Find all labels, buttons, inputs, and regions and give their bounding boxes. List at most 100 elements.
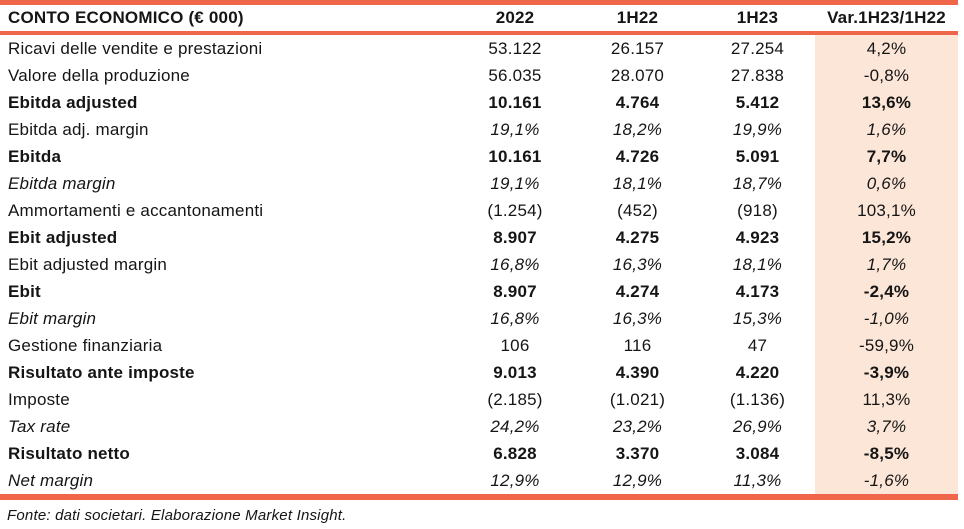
source-note: Fonte: dati societari. Elaborazione Mark… bbox=[7, 507, 347, 524]
row-label: Risultato netto bbox=[8, 443, 130, 463]
cell-1h23: 26,9% bbox=[732, 416, 783, 436]
cell-2022: 10.161 bbox=[488, 146, 542, 166]
cell-1h22: 116 bbox=[623, 335, 652, 355]
cell-2022: 16,8% bbox=[490, 254, 540, 274]
table-header-row: CONTO ECONOMICO (€ 000) 2022 1H22 1H23 V… bbox=[0, 2, 958, 35]
income-statement-table: CONTO ECONOMICO (€ 000) 2022 1H22 1H23 V… bbox=[0, 0, 958, 500]
table-row: Ebit adjusted 8.907 4.275 4.923 15,2% bbox=[0, 224, 958, 251]
cell-1h23: 18,7% bbox=[732, 173, 783, 193]
cell-1h22: (452) bbox=[617, 200, 658, 220]
cell-1h23: 27.838 bbox=[730, 65, 785, 85]
table-row: Net margin 12,9% 12,9% 11,3% -1,6% bbox=[0, 467, 958, 497]
conto-economico-table: CONTO ECONOMICO (€ 000) 2022 1H22 1H23 V… bbox=[0, 0, 958, 500]
cell-1h22: 4.764 bbox=[615, 92, 660, 112]
row-label: Ebitda bbox=[8, 146, 62, 166]
cell-1h23: 27.254 bbox=[730, 38, 785, 58]
cell-2022: (2.185) bbox=[487, 389, 543, 409]
row-label: Valore della produzione bbox=[8, 65, 190, 85]
cell-2022: 6.828 bbox=[493, 443, 537, 463]
row-label: Net margin bbox=[8, 470, 94, 490]
table-row: Risultato ante imposte 9.013 4.390 4.220 -3,… bbox=[0, 359, 958, 386]
table-row: Ebit adjusted margin 16,8% 16,3% 18,1% 1,7% bbox=[0, 251, 958, 278]
table-row: Ebitda 10.161 4.726 5.091 7,7% bbox=[0, 143, 958, 170]
cell-2022: 56.035 bbox=[488, 65, 542, 85]
cell-1h22: 3.370 bbox=[615, 443, 660, 463]
cell-var: -8,5% bbox=[815, 440, 958, 467]
cell-var: 1,7% bbox=[815, 251, 958, 278]
column-header-1h22: 1H22 bbox=[575, 2, 700, 35]
table-row: Tax rate 24,2% 23,2% 26,9% 3,7% bbox=[0, 413, 958, 440]
cell-var: 3,7% bbox=[815, 413, 958, 440]
cell-var: 15,2% bbox=[815, 224, 958, 251]
cell-var: -0,8% bbox=[815, 62, 958, 89]
row-label: Ebit margin bbox=[8, 308, 97, 328]
cell-1h22: 23,2% bbox=[612, 416, 663, 436]
cell-2022: (1.254) bbox=[487, 200, 543, 220]
cell-1h22: 18,2% bbox=[612, 119, 663, 139]
cell-1h23: 15,3% bbox=[732, 308, 783, 328]
cell-2022: 106 bbox=[500, 335, 530, 355]
row-label: Ricavi delle vendite e prestazioni bbox=[8, 38, 263, 58]
row-label: Ebitda adjusted bbox=[8, 92, 138, 112]
cell-1h22: 4.275 bbox=[615, 227, 660, 247]
cell-1h23: 18,1% bbox=[732, 254, 783, 274]
row-label: Gestione finanziaria bbox=[8, 335, 163, 355]
row-label: Ebitda adj. margin bbox=[8, 119, 149, 139]
cell-var: 103,1% bbox=[815, 197, 958, 224]
cell-1h22: 16,3% bbox=[612, 254, 663, 274]
cell-1h22: (1.021) bbox=[609, 389, 666, 409]
cell-1h23: 19,9% bbox=[732, 119, 783, 139]
cell-1h22: 18,1% bbox=[612, 173, 663, 193]
cell-2022: 10.161 bbox=[488, 92, 542, 112]
table-row: Ammortamenti e accantonamenti (1.254) (452… bbox=[0, 197, 958, 224]
table-row: Imposte (2.185) (1.021) (1.136) 11,3% bbox=[0, 386, 958, 413]
cell-1h23: (1.136) bbox=[729, 389, 786, 409]
cell-1h22: 12,9% bbox=[612, 470, 663, 490]
cell-2022: 12,9% bbox=[490, 470, 540, 490]
row-label: Risultato ante imposte bbox=[8, 362, 195, 382]
table-body: Ricavi delle vendite e prestazioni 53.122… bbox=[0, 33, 958, 497]
cell-1h22: 28.070 bbox=[610, 65, 665, 85]
table-row: Ebitda margin 19,1% 18,1% 18,7% 0,6% bbox=[0, 170, 958, 197]
cell-var: 11,3% bbox=[815, 386, 958, 413]
cell-var: -2,4% bbox=[815, 278, 958, 305]
cell-1h23: 11,3% bbox=[733, 470, 782, 490]
cell-1h22: 16,3% bbox=[612, 308, 663, 328]
table-row: Ricavi delle vendite e prestazioni 53.122… bbox=[0, 33, 958, 62]
cell-1h22: 4.274 bbox=[615, 281, 660, 301]
cell-var: 7,7% bbox=[815, 143, 958, 170]
cell-2022: 19,1% bbox=[490, 173, 540, 193]
cell-1h23: 3.084 bbox=[735, 443, 780, 463]
cell-2022: 9.013 bbox=[493, 362, 537, 382]
column-header-var: Var.1H23/1H22 bbox=[815, 2, 958, 35]
column-header-1h23: 1H23 bbox=[700, 2, 815, 35]
cell-var: -3,9% bbox=[815, 359, 958, 386]
cell-2022: 24,2% bbox=[490, 416, 540, 436]
row-label: Ebit bbox=[8, 281, 41, 301]
cell-1h22: 26.157 bbox=[610, 38, 665, 58]
cell-var: 1,6% bbox=[815, 116, 958, 143]
row-label: Ammortamenti e accantonamenti bbox=[8, 200, 264, 220]
table-title: CONTO ECONOMICO (€ 000) bbox=[0, 2, 455, 35]
table-row: Ebitda adj. margin 19,1% 18,2% 19,9% 1,6% bbox=[0, 116, 958, 143]
table-row: Ebit margin 16,8% 16,3% 15,3% -1,0% bbox=[0, 305, 958, 332]
cell-1h23: 4.173 bbox=[735, 281, 780, 301]
cell-1h23: 4.923 bbox=[735, 227, 780, 247]
table-row: Ebit 8.907 4.274 4.173 -2,4% bbox=[0, 278, 958, 305]
row-label: Tax rate bbox=[8, 416, 71, 436]
row-label: Imposte bbox=[8, 389, 70, 409]
table-row: Ebitda adjusted 10.161 4.764 5.412 13,6% bbox=[0, 89, 958, 116]
cell-1h22: 4.390 bbox=[615, 362, 660, 382]
cell-1h23: 4.220 bbox=[735, 362, 780, 382]
cell-var: 4,2% bbox=[815, 33, 958, 62]
cell-2022: 8.907 bbox=[493, 281, 537, 301]
cell-1h23: 5.091 bbox=[735, 146, 780, 166]
cell-2022: 53.122 bbox=[488, 38, 542, 58]
row-label: Ebit adjusted bbox=[8, 227, 118, 247]
cell-2022: 19,1% bbox=[490, 119, 540, 139]
table-row: Gestione finanziaria 106 116 47 -59,9% bbox=[0, 332, 958, 359]
cell-2022: 16,8% bbox=[490, 308, 540, 328]
cell-1h22: 4.726 bbox=[615, 146, 660, 166]
cell-1h23: (918) bbox=[737, 200, 778, 220]
